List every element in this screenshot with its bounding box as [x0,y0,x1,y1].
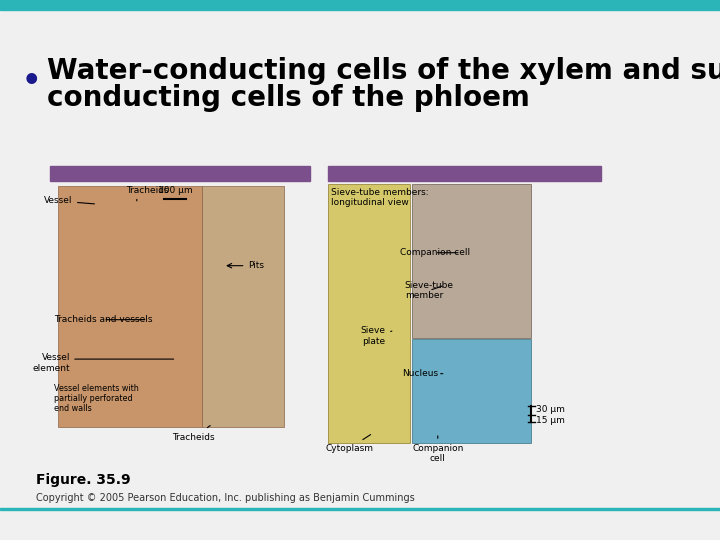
Bar [328,166,601,181]
Bar [50,166,310,181]
Text: Vessel elements with
partially perforated
end walls: Vessel elements with partially perforate… [54,383,139,414]
Text: Sieve
plate: Sieve plate [360,326,392,346]
Text: Tracheids: Tracheids [126,186,168,195]
Text: Vessel
element: Vessel element [33,353,71,373]
Text: Sieve-tube
member: Sieve-tube member [405,281,454,300]
Text: Vessel: Vessel [43,197,94,205]
Bar [412,184,531,338]
Text: 30 µm: 30 µm [536,405,565,414]
Text: Companion cell: Companion cell [400,248,469,257]
Bar [328,184,410,443]
Text: 100 µm: 100 µm [158,186,192,195]
Text: Companion
cell: Companion cell [412,436,464,463]
Text: Sieve-tube members:
longitudinal view: Sieve-tube members: longitudinal view [331,188,429,207]
Text: Tracheids and vessels: Tracheids and vessels [54,315,153,324]
Text: Nucleus: Nucleus [402,369,443,378]
Text: Pits: Pits [228,261,264,270]
Text: Copyright © 2005 Pearson Education, Inc. publishing as Benjamin Cummings: Copyright © 2005 Pearson Education, Inc.… [36,493,415,503]
Text: •: • [22,68,41,97]
Text: conducting cells of the phloem: conducting cells of the phloem [47,84,530,112]
Text: Cytoplasm: Cytoplasm [325,435,373,453]
Bar [58,186,202,427]
Text: 15 µm: 15 µm [536,416,565,424]
Text: Tracheids: Tracheids [171,433,215,442]
Bar [412,339,531,443]
Text: Figure. 35.9: Figure. 35.9 [36,473,130,487]
Text: WATER-CONDUCTING CELLS OF THE XYLEM: WATER-CONDUCTING CELLS OF THE XYLEM [54,169,248,178]
Bar [202,186,284,427]
Text: SUGAR-CONDUCTING CELLS OF THE PHLOEM: SUGAR-CONDUCTING CELLS OF THE PHLOEM [331,169,534,178]
Text: Water-conducting cells of the xylem and sugar-: Water-conducting cells of the xylem and … [47,57,720,85]
